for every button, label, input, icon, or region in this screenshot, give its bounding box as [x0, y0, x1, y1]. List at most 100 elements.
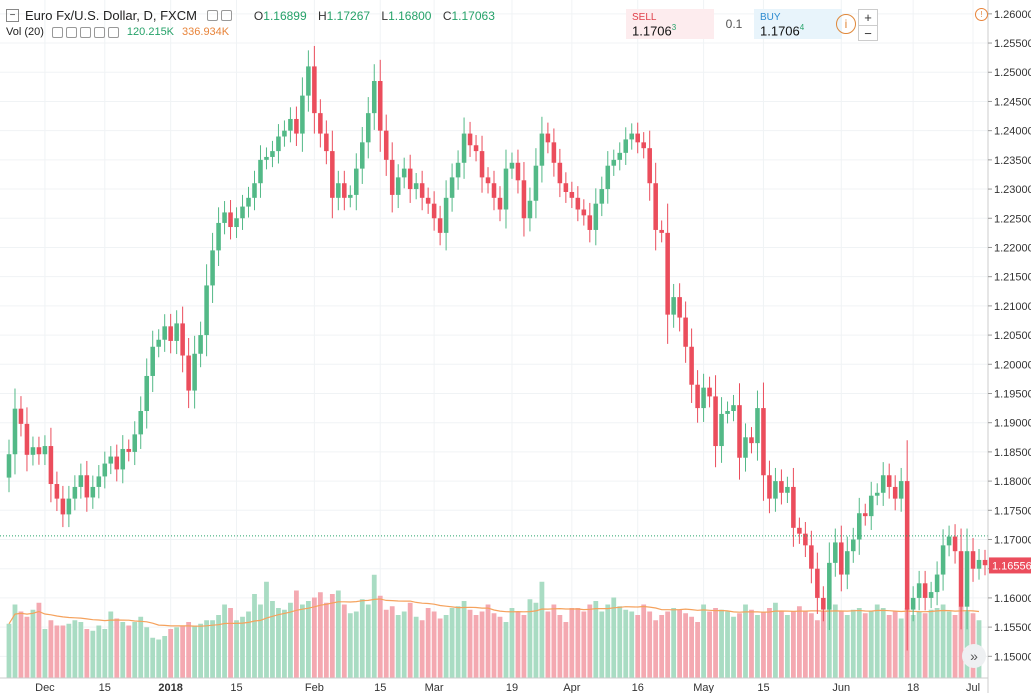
candle-body: [252, 183, 257, 198]
candle-body: [934, 574, 940, 593]
close-value: 1.17063: [451, 8, 495, 23]
volume-bar: [761, 611, 766, 678]
volume-bar: [102, 629, 108, 678]
volume-bar: [635, 615, 641, 678]
candle-body: [665, 232, 670, 315]
candle-body: [916, 583, 922, 598]
candle-body: [276, 136, 281, 152]
volume-bar: [886, 615, 892, 678]
volume-bar: [826, 609, 832, 678]
collapse-icon[interactable]: −: [6, 9, 19, 22]
volume-bar: [605, 604, 611, 678]
candle-body: [641, 142, 646, 149]
volume-bar: [395, 615, 401, 678]
candle: [204, 264, 209, 357]
volume-bar: [557, 615, 563, 678]
volume-bar: [922, 613, 928, 678]
volume-bar: [850, 609, 856, 678]
candle: [934, 561, 940, 606]
candle: [880, 462, 886, 506]
candle-body: [126, 448, 132, 452]
info-icon[interactable]: i: [836, 14, 856, 34]
candle: [755, 390, 760, 461]
volume-bar: [72, 620, 78, 678]
volume-bar: [725, 611, 730, 678]
volume-bar: [533, 602, 539, 678]
zoom-out-button[interactable]: −: [859, 25, 877, 41]
add-icon[interactable]: [79, 26, 91, 38]
candle: [222, 201, 227, 235]
candle: [168, 313, 173, 354]
eye-icon[interactable]: [51, 26, 63, 38]
candle-body: [683, 317, 688, 347]
price-tick-label: 1.20500: [994, 330, 1031, 342]
sell-button[interactable]: SELL 1.17063: [626, 9, 714, 39]
candle-body: [246, 197, 251, 207]
candle: [84, 460, 90, 512]
volume-bar: [329, 594, 335, 678]
time-tick-label: 18: [907, 682, 919, 693]
volume-bar: [659, 615, 665, 678]
candle-body: [904, 481, 910, 610]
candle: [862, 503, 868, 526]
candle: [18, 396, 24, 437]
volume-bar: [96, 625, 102, 678]
time-tick-label: Apr: [563, 682, 580, 693]
warning-icon[interactable]: !: [975, 8, 988, 21]
close-icon[interactable]: [93, 26, 105, 38]
volume-bar: [874, 604, 880, 678]
volume-bar: [437, 618, 443, 678]
volume-bar: [359, 599, 365, 678]
candle-body: [30, 447, 36, 455]
price-tick-label: 1.17500: [994, 505, 1031, 517]
zoom-control[interactable]: + −: [858, 9, 878, 41]
candle-body: [395, 177, 401, 195]
candle-body: [479, 151, 485, 178]
settings-icon[interactable]: [65, 26, 77, 38]
candle-body: [880, 475, 886, 493]
settings-icon[interactable]: [206, 10, 218, 21]
candle-body: [216, 222, 221, 251]
candle-body: [192, 353, 197, 391]
zoom-in-button[interactable]: +: [864, 10, 872, 25]
candle: [138, 396, 144, 449]
candle: [713, 375, 718, 468]
candle: [659, 220, 664, 243]
high-value: 1.17267: [326, 8, 371, 23]
candle: [90, 475, 96, 509]
candle-body: [743, 437, 748, 458]
candle: [928, 581, 934, 609]
candle: [581, 199, 587, 226]
candle: [617, 142, 623, 171]
candle-body: [42, 446, 48, 455]
candle: [827, 542, 832, 631]
candle-body: [371, 81, 377, 114]
candle: [725, 401, 730, 424]
candle: [407, 154, 413, 203]
candle-body: [695, 384, 700, 409]
scroll-to-realtime-button[interactable]: »: [962, 644, 986, 668]
candle: [389, 142, 395, 213]
candle: [12, 388, 18, 475]
candle-body: [839, 542, 844, 575]
price-tick-label: 1.24000: [994, 126, 1031, 138]
volume-bar: [192, 625, 198, 678]
candle-body: [713, 396, 718, 447]
candle: [252, 170, 257, 211]
candle: [898, 467, 904, 512]
price-tick-label: 1.19000: [994, 418, 1031, 430]
hide-icon[interactable]: [220, 10, 232, 21]
candle-body: [306, 66, 311, 96]
more-icon[interactable]: [107, 26, 119, 38]
candle: [419, 170, 425, 211]
candle-body: [868, 495, 874, 517]
volume-bar: [617, 606, 623, 678]
buy-button[interactable]: BUY 1.17064: [754, 9, 842, 39]
candle: [635, 122, 640, 154]
candle: [599, 176, 605, 217]
candle: [270, 140, 275, 168]
price-tick-label: 1.15500: [994, 622, 1031, 634]
volume-bar: [353, 611, 359, 678]
candle-body: [336, 183, 341, 198]
